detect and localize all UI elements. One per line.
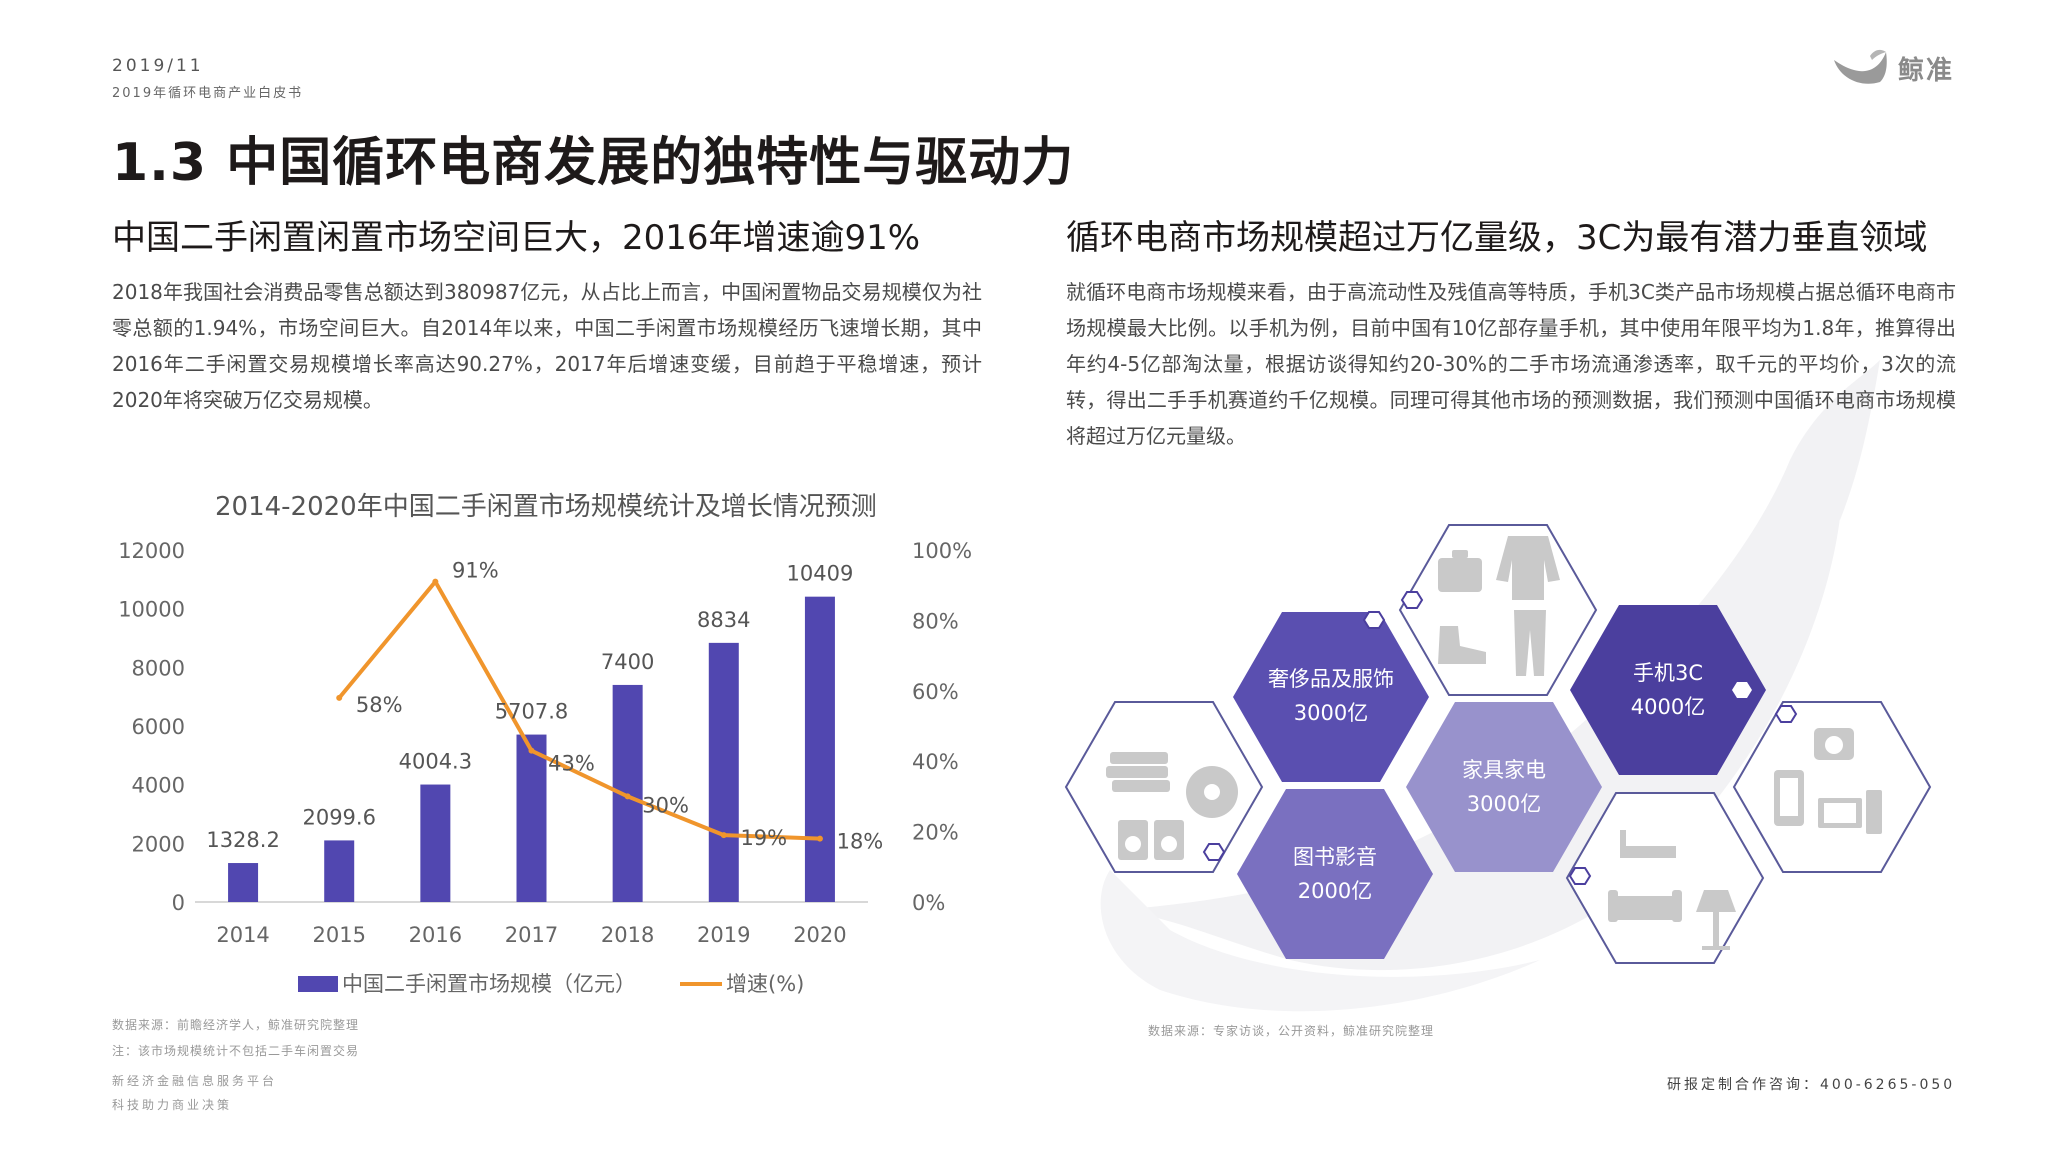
y-left-tick-label: 10000 <box>118 598 185 622</box>
growth-point <box>816 835 823 842</box>
y-right-tick-label: 0% <box>912 891 945 915</box>
bar-value-label: 5707.8 <box>495 700 568 724</box>
lamp-icon <box>1696 890 1736 912</box>
growth-value-label: 30% <box>642 793 689 817</box>
furniture-icons <box>1608 830 1736 950</box>
logo-text: 鲸准 <box>1898 56 1955 86</box>
hex-books-value: 2000亿 <box>1298 879 1372 903</box>
hex-luxury-value: 3000亿 <box>1294 701 1368 725</box>
bar-value-label: 10409 <box>787 562 854 586</box>
hex-books <box>1237 789 1433 959</box>
x-tick-label: 2015 <box>312 923 365 947</box>
y-right-tick-label: 40% <box>912 750 959 774</box>
books-icons <box>1106 752 1238 860</box>
luxury-icons <box>1438 536 1560 676</box>
slogan-2: 科技助力商业决策 <box>112 1098 233 1112</box>
sofa-icon <box>1614 896 1676 920</box>
x-tick-label: 2017 <box>505 923 558 947</box>
legend-line-label: 增速(%) <box>726 972 804 996</box>
left-source: 数据来源：前瞻经济学人，鲸准研究院整理 <box>112 1018 360 1032</box>
hex-phone-label: 手机3C <box>1633 661 1703 685</box>
sweater-icon <box>1496 536 1560 600</box>
bar-value-label: 7400 <box>601 650 654 674</box>
hex-furniture <box>1406 702 1602 872</box>
bar <box>324 840 355 902</box>
briefcase-handle-icon <box>1452 550 1468 558</box>
y-right-tick-label: 80% <box>912 609 959 633</box>
x-tick-label: 2018 <box>601 923 654 947</box>
pc-tower-icon <box>1866 790 1882 834</box>
left-note: 注：该市场规模统计不包括二手车闲置交易 <box>112 1044 360 1058</box>
growth-point <box>432 578 439 585</box>
x-tick-label: 2014 <box>216 923 269 947</box>
y-right-tick-label: 100% <box>912 539 972 563</box>
left-heading: 中国二手闲置闲置市场空间巨大，2016年增速逾91% <box>112 218 921 258</box>
bar <box>228 863 259 902</box>
report-name: 2019年循环电商产业白皮书 <box>112 86 304 101</box>
hex-outline-right <box>1732 701 1932 873</box>
y-left-tick-label: 2000 <box>132 832 185 856</box>
growth-value-label: 91% <box>452 559 499 583</box>
page-title: 1.3 中国循环电商发展的独特性与驱动力 <box>112 133 1075 193</box>
bar <box>516 734 547 902</box>
growth-point <box>528 747 535 754</box>
legend-bar-swatch <box>298 976 338 992</box>
hex-books-label: 图书影音 <box>1293 845 1377 869</box>
books-icon <box>1110 752 1168 764</box>
growth-point <box>336 694 343 701</box>
bar <box>804 596 835 902</box>
hex-luxury-label: 奢侈品及服饰 <box>1268 667 1394 691</box>
growth-line <box>337 579 821 841</box>
bed-icon <box>1620 830 1676 858</box>
whale-logo-icon <box>1834 49 1887 84</box>
hex-phone <box>1570 605 1766 775</box>
bar <box>420 784 451 902</box>
right-heading: 循环电商市场规模超过万亿量级，3C为最有潜力垂直领域 <box>1066 218 1928 258</box>
growth-value-label: 18% <box>837 830 884 854</box>
growth-value-label: 19% <box>740 826 787 850</box>
y-left-tick-label: 6000 <box>132 715 185 739</box>
hex-outline-bottom <box>1565 792 1765 964</box>
hex-furniture-value: 3000亿 <box>1467 792 1541 816</box>
chart-title: 2014-2020年中国二手闲置市场规模统计及增长情况预测 <box>215 492 877 522</box>
growth-value-label: 58% <box>356 693 403 717</box>
y-left-tick-label: 0 <box>172 891 185 915</box>
bar-value-label: 4004.3 <box>399 750 472 774</box>
hex-luxury <box>1233 612 1429 782</box>
bar-value-label: 2099.6 <box>302 805 375 829</box>
growth-value-label: 43% <box>548 752 595 776</box>
y-left-tick-label: 4000 <box>132 774 185 798</box>
right-paragraph: 就循环电商市场规模来看，由于高流动性及残值高等特质，手机3C类产品市场规模占据总… <box>1066 280 1956 448</box>
hex-furniture-label: 家具家电 <box>1462 758 1546 782</box>
report-date: 2019/11 <box>112 56 204 76</box>
bar-value-label: 8834 <box>697 608 750 632</box>
y-left-tick-label: 8000 <box>132 656 185 680</box>
growth-point <box>624 793 631 800</box>
boot-icon <box>1438 626 1486 664</box>
x-tick-label: 2019 <box>697 923 750 947</box>
left-paragraph: 2018年我国社会消费品零售总额达到380987亿元，从占比上而言，中国闲置物品… <box>112 280 982 412</box>
briefcase-icon <box>1438 558 1482 592</box>
right-source: 数据来源：专家访谈，公开资料，鲸准研究院整理 <box>1148 1024 1435 1038</box>
slogan-1: 新经济金融信息服务平台 <box>112 1074 278 1088</box>
hex-outline-top <box>1398 524 1598 696</box>
growth-point <box>720 832 727 839</box>
x-tick-label: 2016 <box>409 923 462 947</box>
contact-info: 研报定制合作咨询：400-6265-050 <box>1667 1077 1956 1093</box>
x-tick-label: 2020 <box>793 923 846 947</box>
y-right-tick-label: 20% <box>912 821 959 845</box>
trousers-icon <box>1514 610 1546 676</box>
phone-icons <box>1774 728 1882 834</box>
bar-value-label: 1328.2 <box>206 828 279 852</box>
bar <box>708 642 739 902</box>
y-left-tick-label: 12000 <box>118 539 185 563</box>
y-right-tick-label: 60% <box>912 680 959 704</box>
legend-bar-label: 中国二手闲置市场规模（亿元） <box>342 972 636 996</box>
hex-phone-value: 4000亿 <box>1631 695 1705 719</box>
